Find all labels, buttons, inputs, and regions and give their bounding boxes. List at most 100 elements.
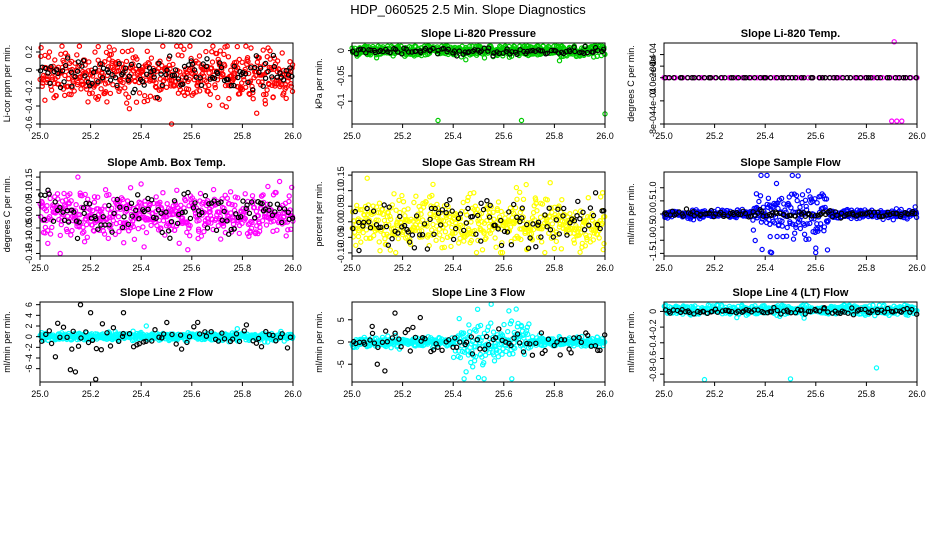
data-point bbox=[485, 48, 491, 54]
data-point bbox=[123, 208, 130, 214]
data-point bbox=[210, 186, 217, 193]
data-point bbox=[590, 237, 597, 243]
data-point bbox=[764, 172, 770, 179]
y-axis-label: degrees C per min. bbox=[2, 176, 12, 253]
data-point bbox=[121, 214, 127, 220]
data-point bbox=[519, 205, 526, 211]
data-point bbox=[439, 244, 445, 251]
data-point bbox=[718, 74, 724, 81]
data-point bbox=[533, 197, 539, 203]
data-point bbox=[544, 223, 550, 230]
data-point bbox=[689, 74, 695, 81]
data-point bbox=[131, 236, 138, 242]
data-point bbox=[128, 200, 135, 206]
data-point bbox=[481, 376, 487, 382]
data-point bbox=[185, 86, 192, 93]
x-tick-label: 25.2 bbox=[82, 263, 100, 273]
data-point bbox=[498, 242, 505, 249]
data-point bbox=[454, 53, 460, 59]
outlier-point bbox=[92, 376, 99, 382]
data-point bbox=[713, 74, 719, 81]
data-point bbox=[128, 61, 135, 68]
data-point bbox=[114, 82, 120, 89]
data-point bbox=[116, 228, 122, 235]
data-point bbox=[788, 204, 794, 211]
data-point bbox=[239, 69, 246, 76]
data-point bbox=[42, 97, 48, 103]
data-point bbox=[571, 217, 578, 224]
data-point bbox=[228, 82, 235, 89]
data-point bbox=[160, 189, 166, 196]
data-point bbox=[523, 181, 529, 188]
data-point bbox=[442, 229, 449, 235]
data-point bbox=[190, 90, 197, 97]
data-point bbox=[413, 193, 419, 199]
data-point bbox=[748, 74, 754, 81]
data-point bbox=[349, 209, 356, 215]
data-point bbox=[160, 43, 166, 49]
data-point bbox=[166, 56, 172, 62]
data-point bbox=[193, 89, 200, 95]
data-point bbox=[81, 229, 87, 235]
data-point bbox=[46, 49, 53, 55]
data-point bbox=[490, 209, 496, 215]
data-point bbox=[217, 236, 224, 242]
outlier-point bbox=[234, 43, 240, 50]
data-point bbox=[280, 77, 287, 83]
data-point bbox=[399, 51, 405, 57]
data-point bbox=[817, 221, 824, 227]
data-point bbox=[57, 232, 64, 239]
data-point bbox=[475, 237, 481, 244]
data-point bbox=[178, 202, 184, 208]
data-point bbox=[245, 58, 251, 65]
data-point bbox=[141, 208, 147, 215]
data-point bbox=[45, 54, 52, 60]
data-point bbox=[490, 53, 496, 59]
data-point bbox=[822, 204, 828, 211]
x-tick-label: 26.0 bbox=[908, 263, 926, 273]
data-point bbox=[507, 224, 514, 230]
data-point bbox=[283, 233, 289, 239]
outlier-point bbox=[430, 181, 436, 188]
data-point bbox=[456, 315, 462, 322]
data-point bbox=[124, 198, 131, 204]
y-tick-label: 0.05 bbox=[336, 197, 346, 215]
data-point bbox=[155, 207, 162, 213]
data-point bbox=[443, 214, 450, 221]
data-point bbox=[267, 201, 273, 207]
data-point bbox=[453, 225, 459, 232]
data-point bbox=[269, 212, 276, 218]
data-point bbox=[596, 235, 602, 241]
data-point bbox=[274, 227, 280, 233]
data-point bbox=[778, 74, 785, 81]
data-point bbox=[470, 364, 476, 370]
outlier-point bbox=[234, 326, 240, 332]
data-point bbox=[248, 45, 254, 51]
y-tick-label: 4e-04 bbox=[648, 43, 658, 66]
data-point bbox=[196, 217, 202, 224]
data-point bbox=[119, 224, 126, 231]
data-point bbox=[248, 225, 255, 231]
outlier-point bbox=[894, 118, 900, 124]
data-point bbox=[129, 218, 136, 224]
data-point bbox=[439, 207, 445, 213]
outlier-point bbox=[57, 250, 63, 257]
data-point bbox=[599, 220, 605, 226]
data-point bbox=[599, 189, 606, 196]
data-point bbox=[551, 245, 558, 252]
outlier-point bbox=[67, 367, 74, 373]
data-point bbox=[807, 220, 813, 227]
data-point bbox=[63, 65, 69, 71]
data-point bbox=[207, 91, 213, 97]
data-point bbox=[38, 53, 44, 60]
data-point bbox=[125, 221, 132, 227]
data-point bbox=[279, 50, 285, 56]
data-point bbox=[79, 63, 85, 69]
x-tick-label: 25.6 bbox=[495, 389, 513, 399]
data-point bbox=[824, 247, 831, 253]
data-point bbox=[110, 217, 117, 224]
data-point bbox=[167, 235, 173, 241]
x-tick-label: 25.0 bbox=[31, 263, 49, 273]
data-point bbox=[148, 222, 154, 229]
data-point bbox=[575, 198, 581, 205]
